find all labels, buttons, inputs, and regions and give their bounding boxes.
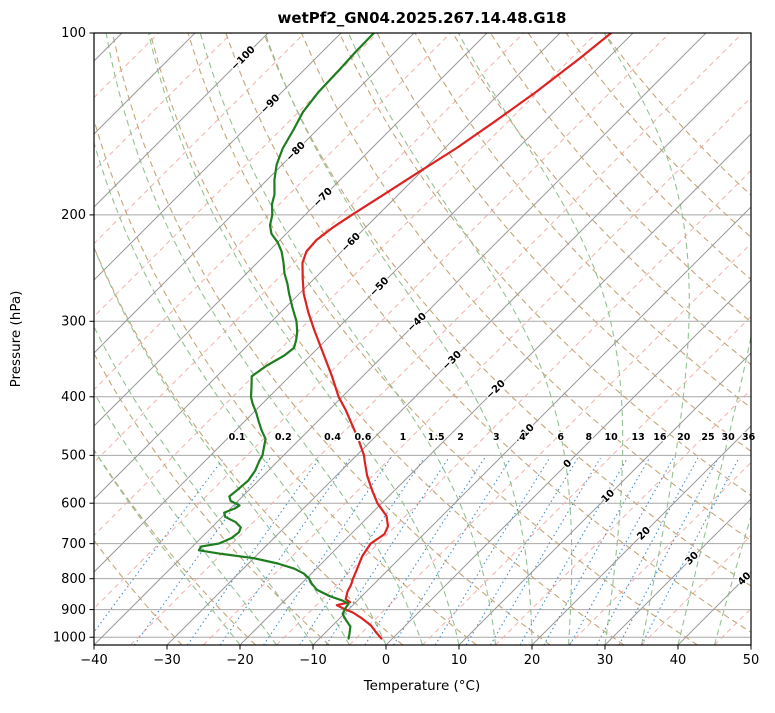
mixing-ratio-label: 1.5 bbox=[428, 432, 445, 443]
isotherm-label: −20 bbox=[484, 378, 508, 402]
y-tick-label: 600 bbox=[61, 496, 86, 511]
pressure-gridlines bbox=[94, 33, 751, 638]
x-tick-label: −20 bbox=[226, 653, 253, 668]
sounding-profiles bbox=[197, 33, 613, 640]
plot-border bbox=[93, 32, 752, 646]
mixing-ratio-label: 4 bbox=[519, 432, 526, 443]
y-tick-label: 200 bbox=[61, 208, 86, 223]
isotherm-label: −100 bbox=[229, 44, 257, 72]
chart-layers: −100−90−80−70−60−50−40−30−20−10010203040… bbox=[94, 33, 757, 645]
isotherm-lines bbox=[94, 33, 751, 645]
clipped-layers bbox=[94, 33, 751, 645]
x-tick-label: 30 bbox=[597, 653, 614, 668]
y-tick-label: 100 bbox=[61, 26, 86, 41]
y-tick-label: 300 bbox=[61, 314, 86, 329]
mixing-ratio-label: 30 bbox=[722, 432, 736, 443]
isotherm-label: 0 bbox=[562, 458, 575, 471]
x-axis-label: Temperature (°C) bbox=[363, 678, 481, 694]
mixing-ratio-label: 13 bbox=[631, 432, 644, 443]
mixing-ratio-label: 6 bbox=[557, 432, 564, 443]
y-tick-label: 700 bbox=[61, 537, 86, 552]
y-axis-ticks: 100 200 300 400 500 600 700 800 900 1000 bbox=[53, 26, 94, 645]
x-axis-ticks: −40 −30 −20 −10 0 10 20 30 40 50 bbox=[80, 645, 759, 668]
mixing-ratio-label: 36 bbox=[742, 432, 756, 443]
y-tick-label: 1000 bbox=[53, 630, 86, 645]
moist-adiabat-lines bbox=[94, 33, 751, 645]
mixing-ratio-label: 25 bbox=[701, 432, 714, 443]
x-tick-label: 50 bbox=[743, 653, 760, 668]
mixing-ratio-label: 0.1 bbox=[229, 432, 246, 443]
isotherm-label: 20 bbox=[635, 525, 653, 543]
mixing-ratio-lines bbox=[94, 457, 740, 645]
x-tick-label: −40 bbox=[80, 653, 107, 668]
mixing-ratio-label: 0.2 bbox=[275, 432, 292, 443]
x-tick-label: 20 bbox=[524, 653, 541, 668]
mixing-ratio-label: 8 bbox=[585, 432, 592, 443]
mixing-ratio-label: 1 bbox=[400, 432, 407, 443]
mixing-ratio-label: 20 bbox=[677, 432, 691, 443]
y-axis-label: Pressure (hPa) bbox=[8, 291, 24, 388]
isotherm-label: −40 bbox=[406, 311, 430, 335]
isotherm-label: −30 bbox=[441, 349, 465, 373]
mixing-ratio-label: 0.6 bbox=[355, 432, 372, 443]
x-tick-label: 10 bbox=[451, 653, 468, 668]
isotherm-label: −50 bbox=[368, 275, 392, 299]
mixing-ratio-labels: 0.1 0.2 0.4 0.6 1 1.5 2 3 4 6 8 10 13 16 20 25 30 36 bbox=[227, 431, 756, 445]
isotherm-label: −70 bbox=[311, 186, 335, 210]
temperature-line bbox=[301, 33, 613, 640]
x-tick-label: 40 bbox=[670, 653, 687, 668]
y-tick-label: 500 bbox=[61, 449, 86, 464]
dewpoint-line bbox=[197, 33, 375, 640]
chart-title: wetPf2_GN04.2025.267.14.48.G18 bbox=[278, 9, 567, 27]
x-tick-label: −30 bbox=[153, 653, 180, 668]
mixing-ratio-label: 3 bbox=[493, 432, 500, 443]
y-tick-label: 800 bbox=[61, 572, 86, 587]
y-tick-label: 900 bbox=[61, 603, 86, 618]
isotherm-label: −90 bbox=[259, 93, 283, 117]
isotherm-label: −60 bbox=[339, 231, 363, 255]
mixing-ratio-label: 10 bbox=[605, 432, 619, 443]
dry-adiabat-lines bbox=[94, 33, 751, 645]
isotherm-label: 30 bbox=[683, 550, 701, 568]
x-tick-label: −10 bbox=[299, 653, 326, 668]
mixing-ratio-label: 2 bbox=[457, 432, 464, 443]
mixing-ratio-label: 0.4 bbox=[324, 432, 341, 443]
mixing-ratio-label: 16 bbox=[653, 432, 667, 443]
y-tick-label: 400 bbox=[61, 390, 86, 405]
x-tick-label: 0 bbox=[382, 653, 390, 668]
isotherm-label: −80 bbox=[284, 140, 308, 164]
